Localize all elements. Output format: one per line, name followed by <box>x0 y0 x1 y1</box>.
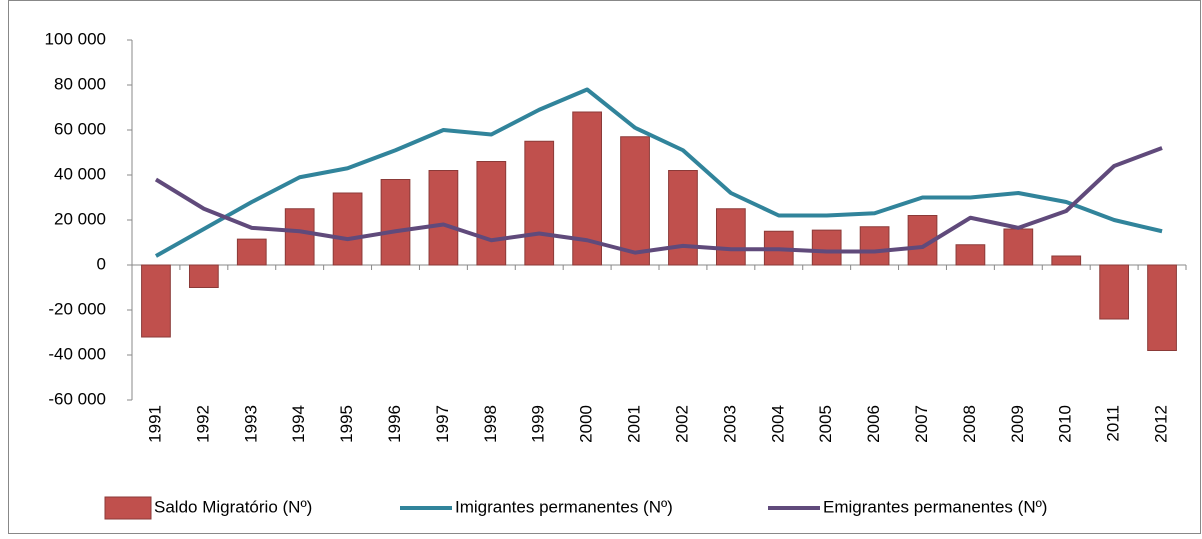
legend-swatch <box>104 496 152 520</box>
x-tick-label: 2000 <box>577 405 596 443</box>
chart-frame <box>8 0 1201 534</box>
bar <box>620 136 650 266</box>
bar <box>715 208 746 266</box>
bar <box>236 238 267 266</box>
y-tick-label: -40 000 <box>48 344 106 363</box>
legend-label: Emigrantes permanentes (Nº) <box>823 497 1047 516</box>
x-tick-label: 2006 <box>864 405 883 443</box>
y-tick-label: 80 000 <box>54 74 106 93</box>
x-tick-label: 2005 <box>816 405 835 443</box>
bar <box>1147 264 1177 351</box>
bar <box>524 140 555 266</box>
bar <box>141 264 171 338</box>
bar <box>668 170 698 266</box>
line <box>154 146 1163 255</box>
x-tick-label: 1992 <box>193 405 212 443</box>
x-tick-label: 2001 <box>625 405 644 443</box>
x-tick-label: 2009 <box>1008 405 1027 443</box>
bar <box>188 264 219 288</box>
x-tick-label: 2002 <box>672 405 691 443</box>
bar <box>1051 255 1082 266</box>
y-tick-label: 0 <box>97 254 106 273</box>
y-tick-label: 20 000 <box>54 209 106 228</box>
bar <box>284 208 315 266</box>
x-tick-label: 2011 <box>1104 405 1123 442</box>
bar <box>955 244 986 266</box>
x-tick-label: 1991 <box>145 405 164 443</box>
bar <box>1003 228 1034 266</box>
x-tick-label: 1999 <box>529 405 548 443</box>
y-tick-label: 40 000 <box>54 164 106 183</box>
bar <box>1099 264 1130 320</box>
bar <box>332 192 363 266</box>
x-tick-label: 2004 <box>768 405 787 443</box>
y-tick-label: 100 000 <box>45 29 106 48</box>
x-tick-label: 2010 <box>1056 405 1075 443</box>
x-tick-label: 2008 <box>960 405 979 443</box>
y-tick-label: -20 000 <box>48 299 106 318</box>
y-tick-label: 60 000 <box>54 119 106 138</box>
line <box>154 87 1163 258</box>
y-tick-label: -60 000 <box>48 389 106 408</box>
legend-label: Imigrantes permanentes (Nº) <box>455 497 673 516</box>
x-tick-label: 2003 <box>720 405 739 443</box>
x-tick-label: 1995 <box>337 405 356 443</box>
x-tick-label: 1997 <box>433 405 452 443</box>
x-tick-label: 1996 <box>385 405 404 443</box>
x-tick-label: 1998 <box>481 405 500 443</box>
bar <box>811 229 842 266</box>
bar <box>907 215 938 266</box>
x-tick-label: 2007 <box>912 405 931 443</box>
bar <box>859 226 890 266</box>
x-tick-label: 1993 <box>241 405 260 443</box>
legend-label: Saldo Migratório (Nº) <box>154 497 312 516</box>
x-tick-label: 1994 <box>289 405 308 443</box>
x-tick-label: 2012 <box>1152 405 1171 443</box>
bar <box>428 170 459 266</box>
bar <box>476 161 507 266</box>
bar <box>380 179 411 266</box>
